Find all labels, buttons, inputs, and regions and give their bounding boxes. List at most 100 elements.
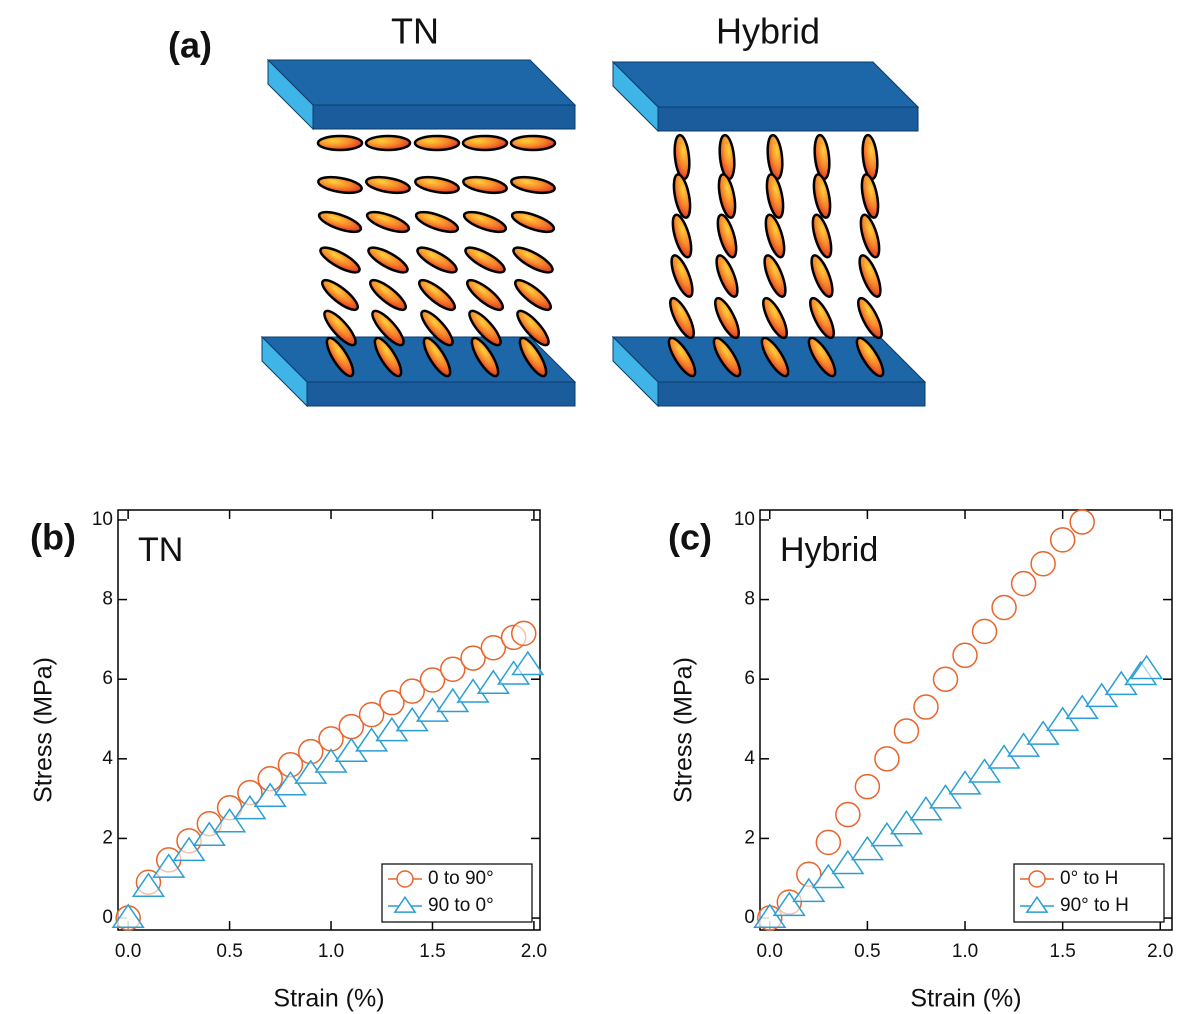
molecule [420, 309, 454, 347]
plate-side [261, 335, 308, 408]
marker-triangle [111, 903, 145, 929]
molecule [509, 134, 557, 152]
marker-circle [971, 618, 998, 645]
plate-front [657, 106, 919, 132]
molecule [323, 309, 357, 347]
molecule [672, 173, 692, 219]
y-tick-label: 2 [744, 827, 755, 848]
y-tick-label: 10 [92, 509, 113, 530]
molecule [317, 175, 363, 195]
marker-circle [1028, 870, 1046, 888]
marker-circle [460, 645, 486, 671]
molecule [763, 254, 787, 298]
marker-circle [1030, 550, 1056, 577]
legend-label: 0 to 90° [428, 868, 494, 889]
molecule [811, 213, 833, 259]
marker-circle [480, 634, 507, 661]
marker-circle [419, 667, 446, 693]
marker-triangle [1130, 654, 1164, 680]
y-tick-label: 8 [102, 589, 113, 610]
molecule [671, 213, 693, 259]
marker-triangle [928, 784, 963, 809]
molecule [414, 210, 460, 234]
molecule [516, 309, 550, 347]
marker-triangle [831, 849, 865, 875]
molecule [369, 278, 407, 312]
x-tick-label: 0.5 [854, 941, 880, 962]
molecule [510, 210, 556, 234]
plate-top [266, 59, 577, 106]
molecule [855, 336, 885, 378]
marker-triangle [967, 758, 1002, 783]
legend-label: 0° to H [1060, 868, 1118, 889]
x-tick-label: 1.5 [419, 941, 445, 962]
molecule [766, 133, 784, 181]
molecule [461, 134, 509, 152]
molecule [470, 336, 500, 378]
molecule [464, 246, 506, 274]
molecule [712, 336, 742, 378]
molecule [673, 133, 691, 181]
marker-triangle [233, 794, 267, 820]
x-axis-label: Strain (%) [910, 985, 1021, 1013]
marker-triangle [792, 877, 826, 903]
molecule [418, 278, 456, 312]
molecule [765, 173, 785, 219]
molecule [760, 336, 790, 378]
plate-top [611, 61, 920, 108]
panel-label: (a) [168, 25, 212, 66]
plot-frame [759, 509, 1173, 931]
legend: 0° to H 90° to H [1013, 863, 1165, 923]
molecule [510, 175, 556, 195]
legend-label: 90 to 0° [428, 895, 494, 916]
plate-side [612, 60, 659, 133]
chart: 0.0 0.5 1.0 1.5 2.0 0 2 4 6 8 10 Strain (%) Stress (… [30, 509, 548, 1013]
marker-triangle [212, 807, 247, 833]
marker-triangle [393, 895, 417, 913]
molecule [764, 213, 786, 259]
plate-side [612, 335, 659, 408]
chart: 0.0 0.5 1.0 1.5 2.0 0 2 4 6 8 10 Strain (%) Stress (… [668, 509, 1173, 1013]
marker-triangle [1026, 720, 1060, 745]
marker-circle [396, 870, 414, 888]
molecule [365, 210, 411, 234]
marker-circle [874, 746, 900, 772]
molecule [319, 246, 361, 274]
molecules [316, 133, 885, 378]
marker-triangle [889, 809, 924, 835]
molecule [714, 296, 740, 340]
molecule [813, 133, 831, 181]
molecule [859, 213, 881, 259]
molecule [325, 336, 355, 378]
annotation: TN [138, 531, 183, 569]
molecule [718, 133, 736, 181]
molecule [861, 133, 879, 181]
molecule [858, 254, 882, 298]
molecule [468, 309, 502, 347]
marker-circle [379, 689, 405, 716]
plate-side [267, 58, 314, 131]
marker-circle [991, 594, 1017, 621]
molecule [422, 336, 452, 378]
molecule [373, 336, 403, 378]
molecule [717, 173, 737, 219]
molecule [466, 278, 504, 312]
molecule [316, 134, 364, 152]
diagram-title: Hybrid [716, 11, 820, 52]
y-tick-label: 0 [102, 907, 113, 928]
marker-triangle [772, 891, 806, 917]
molecule [365, 175, 411, 195]
molecule [810, 254, 834, 298]
molecule [512, 246, 554, 274]
marker-triangle [172, 836, 206, 862]
x-tick-label: 1.5 [1049, 941, 1075, 962]
marker-circle [815, 829, 842, 856]
molecule [762, 296, 788, 340]
plot-frame [117, 509, 541, 931]
marker-triangle [152, 853, 186, 878]
x-tick-label: 2.0 [1147, 941, 1173, 962]
molecule [414, 175, 460, 195]
molecule [416, 246, 458, 274]
x-tick-label: 2.0 [521, 941, 547, 962]
